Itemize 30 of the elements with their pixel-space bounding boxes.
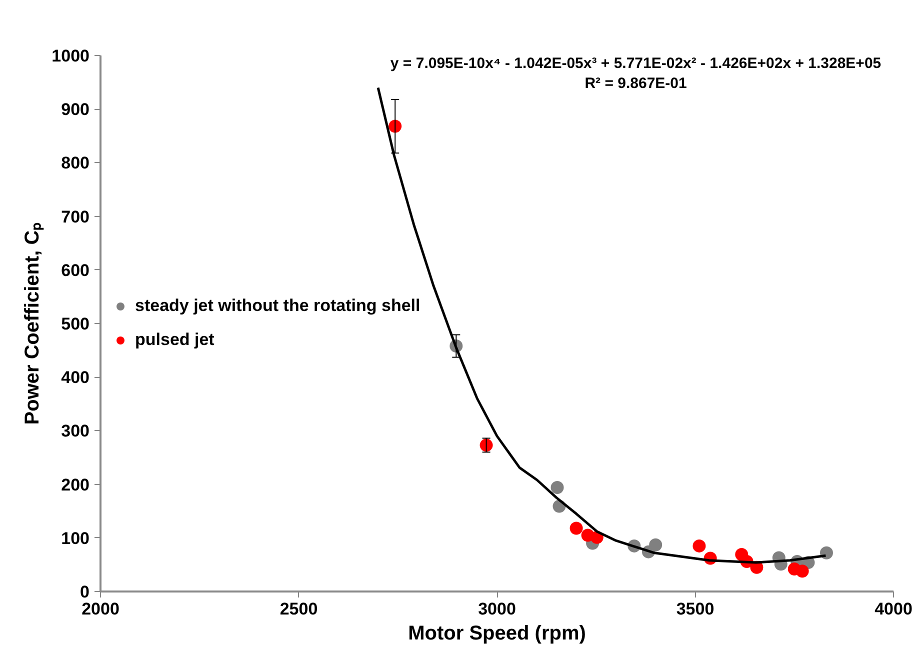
legend-label: steady jet without the rotating shell <box>135 296 420 316</box>
y-tick-label: 500 <box>61 314 90 334</box>
point <box>388 120 402 133</box>
y-tick-label: 700 <box>61 207 90 226</box>
y-tick-label: 800 <box>61 154 90 173</box>
point <box>692 539 706 552</box>
legend-label: pulsed jet <box>135 330 214 350</box>
annotation: y = 7.095E-10x⁴ - 1.042E-05x³ + 5.771E-02x² - 1.426E+02x + 1.328E+05 <box>390 55 882 72</box>
point <box>480 438 493 452</box>
y-tick-label: 1000 <box>52 46 90 66</box>
point <box>550 481 564 494</box>
x-tick-label: 3500 <box>676 600 714 618</box>
y-tick-label: 200 <box>61 475 90 494</box>
point <box>570 522 583 535</box>
x-tick-label: 2500 <box>280 600 318 618</box>
annotation: R² = 9.867E-01 <box>584 75 687 92</box>
y-axis-title: Power Coefficient, Cₚ <box>22 222 45 425</box>
x-tick-label: 3000 <box>478 600 516 618</box>
y-tick-label: 100 <box>61 528 90 548</box>
y-tick-label: 400 <box>61 368 90 388</box>
x-tick-label: 2000 <box>82 600 120 618</box>
x-axis-title: Motor Speed (rpm) <box>408 622 586 644</box>
point <box>649 538 662 552</box>
y-tick-label: 600 <box>61 260 90 280</box>
y-tick-label: 0 <box>80 582 90 602</box>
y-tick-label: 300 <box>61 422 90 441</box>
point <box>820 546 833 560</box>
y-tick-label: 900 <box>61 100 90 120</box>
point <box>796 564 809 578</box>
x-tick-label: 4000 <box>874 600 912 618</box>
